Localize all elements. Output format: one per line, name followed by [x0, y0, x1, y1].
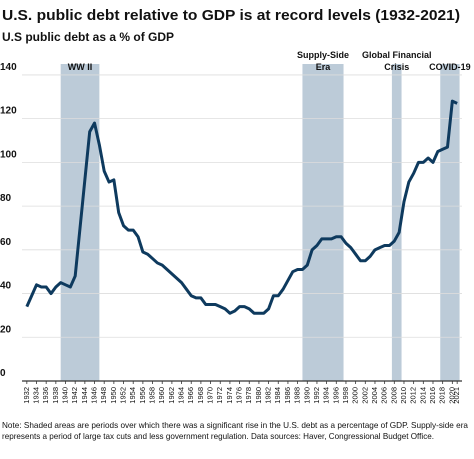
- period-label: WW II: [68, 62, 93, 72]
- chart-title: U.S. public debt relative to GDP is at r…: [2, 8, 460, 24]
- note: Note: Shaded areas are periods over whic…: [2, 420, 468, 430]
- x-tick-label: 1952: [119, 387, 128, 404]
- chart-subtitle: U.S public debt as a % of GDP: [2, 30, 174, 44]
- x-tick-label: 1972: [215, 387, 224, 404]
- x-tick-label: 1998: [341, 387, 350, 404]
- x-tick-label: 1978: [244, 387, 253, 404]
- x-tick-label: 1968: [196, 387, 205, 404]
- x-tick-label: 1980: [254, 387, 263, 404]
- x-tick-label: 2016: [428, 387, 437, 404]
- x-tick-label: 1934: [31, 387, 40, 404]
- x-tick-label: 1944: [80, 387, 89, 404]
- x-tick-label: 2021: [452, 387, 461, 404]
- period-label: Era: [316, 62, 332, 72]
- x-tick-label: 1990: [302, 387, 311, 404]
- x-tick-label: 1962: [167, 387, 176, 404]
- x-tick-label: 2012: [409, 387, 418, 404]
- y-tick-label: 0: [0, 368, 6, 379]
- x-tick-label: 1982: [264, 387, 273, 404]
- data-line: [25, 99, 458, 315]
- shaded-period: [440, 64, 460, 381]
- period-label: Crisis: [384, 62, 409, 72]
- x-tick-label: 1966: [186, 387, 195, 404]
- x-tick-label: 1956: [138, 387, 147, 404]
- x-tick-label: 1992: [312, 387, 321, 404]
- x-tick-label: 2008: [389, 387, 398, 404]
- x-tick-label: 1958: [148, 387, 157, 404]
- y-tick-label: 60: [0, 237, 12, 248]
- x-tick-label: 2000: [351, 387, 360, 404]
- x-tick-label: 1984: [273, 387, 282, 404]
- x-tick-label: 1940: [61, 387, 70, 404]
- x-tick-label: 1996: [331, 387, 340, 404]
- note: represents a period of large tax cuts an…: [2, 431, 434, 441]
- x-tick-label: 1938: [51, 387, 60, 404]
- x-tick-label: 2002: [360, 387, 369, 404]
- y-tick-label: 120: [0, 106, 17, 117]
- x-tick-label: 1936: [41, 387, 50, 404]
- x-tick-label: 1942: [70, 387, 79, 404]
- x-tick-label: 2004: [370, 387, 379, 404]
- x-tick-label: 2014: [418, 387, 427, 404]
- y-tick-label: 100: [0, 149, 17, 160]
- x-tick-label: 1994: [322, 387, 331, 404]
- x-tick-label: 1964: [177, 387, 186, 404]
- period-label: Supply-Side: [297, 50, 349, 60]
- x-tick-label: 1954: [128, 387, 137, 404]
- y-tick-label: 40: [0, 281, 12, 292]
- x-tick-label: 1970: [206, 387, 215, 404]
- period-label: COVID-19: [429, 62, 471, 72]
- shaded-period: [302, 64, 344, 381]
- x-tick-label: 2020: [447, 387, 456, 404]
- x-tick-label: 1932: [22, 387, 31, 404]
- shaded-period: [391, 64, 402, 381]
- x-tick-label: 1988: [293, 387, 302, 404]
- x-tick-label: 1950: [109, 387, 118, 404]
- x-tick-label: 1986: [283, 387, 292, 404]
- x-tick-label: 1960: [157, 387, 166, 404]
- x-tick-label: 1948: [99, 387, 108, 404]
- x-tick-label: 2010: [399, 387, 408, 404]
- x-tick-label: 2018: [438, 387, 447, 404]
- y-tick-label: 80: [0, 193, 12, 204]
- x-tick-label: 2006: [380, 387, 389, 404]
- x-tick-label: 1946: [90, 387, 99, 404]
- x-tick-label: 1974: [225, 387, 234, 404]
- period-label: Global Financial: [362, 50, 432, 60]
- y-tick-label: 140: [0, 62, 17, 73]
- x-tick-label: 1976: [235, 387, 244, 404]
- y-tick-label: 20: [0, 324, 12, 335]
